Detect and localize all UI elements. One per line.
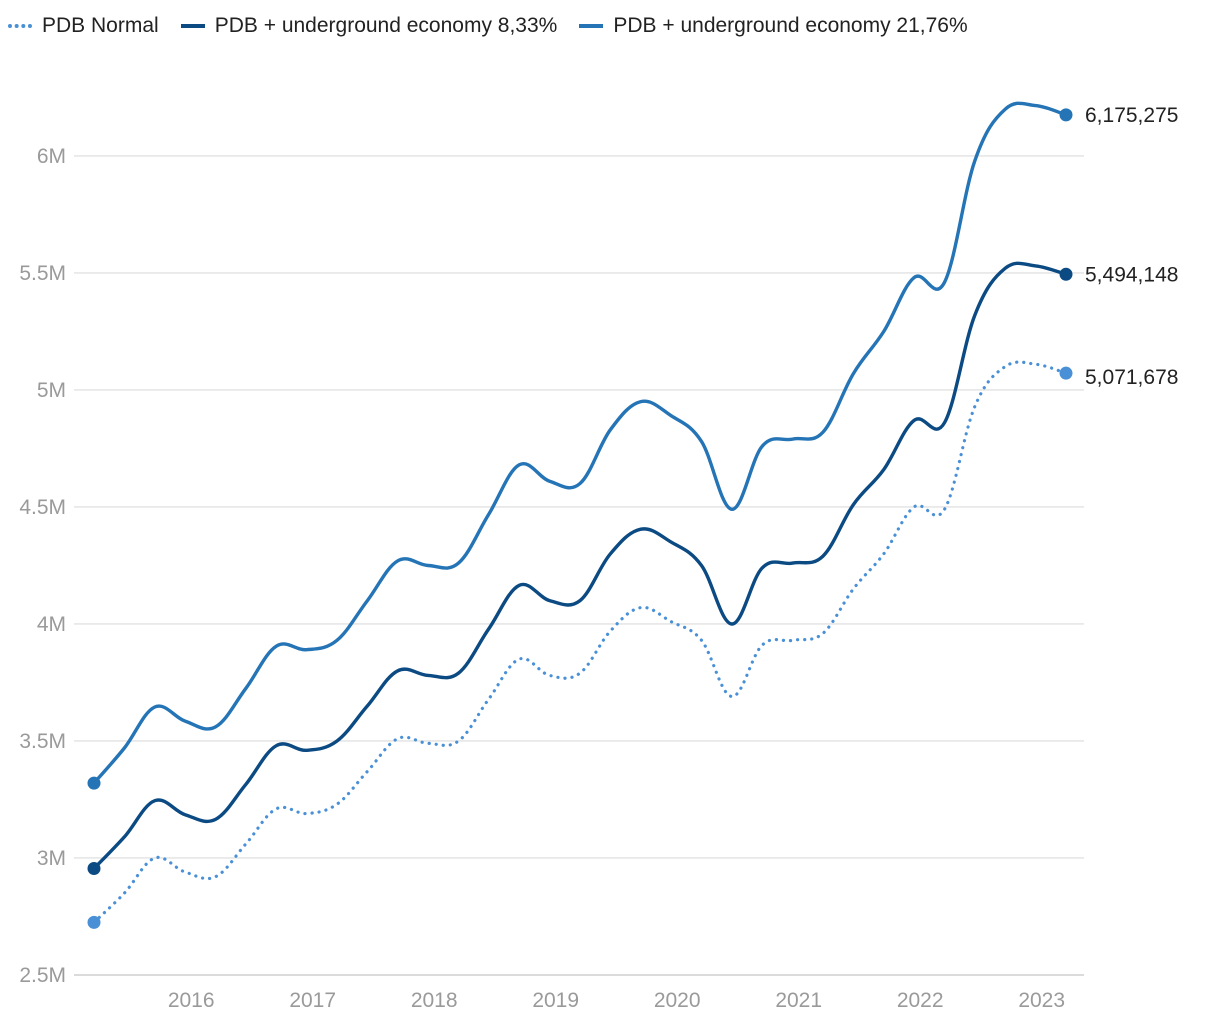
end-labels-layer: 5,071,678 5,494,148 6,175,275 bbox=[1085, 104, 1178, 389]
x-tick-label: 2018 bbox=[411, 989, 458, 1012]
x-tick-label: 2016 bbox=[168, 989, 215, 1012]
series-start-marker bbox=[87, 915, 101, 929]
grid-layer bbox=[74, 155, 1084, 976]
series-end-marker bbox=[1059, 366, 1073, 380]
x-tick-label: 2021 bbox=[775, 989, 822, 1012]
legend-label-pdb-normal: PDB Normal bbox=[42, 14, 159, 37]
series-end-marker bbox=[1059, 267, 1073, 281]
y-axis-tick-labels: 2.5M 3M 3.5M 4M 4.5M 5M 5.5M 6M bbox=[19, 145, 66, 987]
y-tick-label: 3.5M bbox=[19, 730, 66, 753]
legend-item-pdb-normal[interactable]: PDB Normal bbox=[8, 14, 159, 38]
legend-swatch-pdb-normal bbox=[8, 24, 32, 28]
legend-item-pdb-underground-21[interactable]: PDB + underground economy 21,76% bbox=[579, 14, 968, 38]
y-tick-label: 3M bbox=[37, 847, 66, 870]
legend-item-pdb-underground-8[interactable]: PDB + underground economy 8,33% bbox=[180, 14, 558, 38]
x-tick-label: 2019 bbox=[532, 989, 579, 1012]
y-tick-label: 5M bbox=[37, 379, 66, 402]
series-start-marker bbox=[87, 776, 101, 790]
y-tick-label: 4M bbox=[37, 613, 66, 636]
legend-label-pdb-underground-21: PDB + underground economy 21,76% bbox=[613, 14, 968, 37]
x-tick-label: 2023 bbox=[1018, 989, 1065, 1012]
series-start-marker bbox=[87, 862, 101, 876]
y-tick-label: 6M bbox=[37, 145, 66, 168]
legend-label-pdb-underground-8: PDB + underground economy 8,33% bbox=[214, 14, 558, 37]
y-tick-label: 4.5M bbox=[19, 496, 66, 519]
series-layer bbox=[87, 101, 1073, 929]
x-tick-label: 2020 bbox=[654, 989, 701, 1012]
x-axis-tick-labels: 2016 2017 2018 2019 2020 2021 2022 2023 bbox=[168, 989, 1065, 1012]
legend-swatch-pdb-underground-8 bbox=[180, 24, 205, 28]
chart-legend: PDB Normal PDB + underground economy 8,3… bbox=[8, 14, 968, 38]
y-tick-label: 2.5M bbox=[19, 964, 66, 987]
x-tick-label: 2017 bbox=[289, 989, 336, 1012]
series-end-value-label: 6,175,275 bbox=[1085, 104, 1178, 127]
series-end-marker bbox=[1059, 108, 1073, 122]
x-tick-label: 2022 bbox=[897, 989, 944, 1012]
series-end-value-label: 5,494,148 bbox=[1085, 263, 1178, 286]
series-line bbox=[92, 360, 1068, 924]
series-end-value-label: 5,071,678 bbox=[1085, 366, 1178, 389]
series-line bbox=[92, 101, 1068, 785]
legend-swatch-pdb-underground-21 bbox=[579, 24, 604, 28]
y-tick-label: 5.5M bbox=[19, 262, 66, 285]
series-line bbox=[92, 261, 1068, 871]
